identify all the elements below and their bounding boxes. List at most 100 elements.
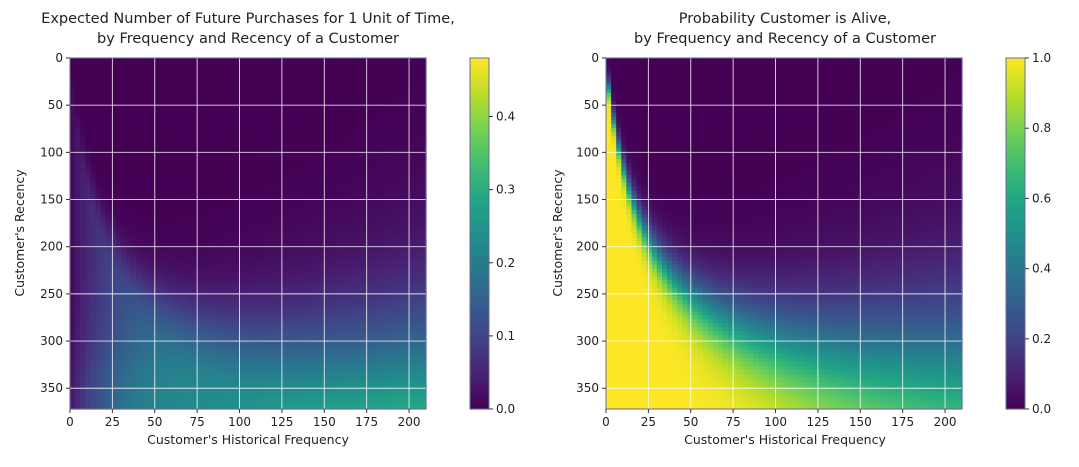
- heatmap-cell: [293, 284, 300, 289]
- heatmap-cell: [131, 217, 137, 223]
- heatmap-cell: [181, 136, 188, 141]
- heatmap-cell: [420, 280, 427, 285]
- heatmap-cell: [293, 65, 300, 71]
- heatmap-cell: [314, 77, 320, 82]
- heatmap-cell: [324, 249, 330, 254]
- heatmap-cell: [370, 178, 376, 184]
- heatmap-cell: [288, 311, 295, 316]
- heatmap-cell: [202, 159, 208, 164]
- heatmap-cell: [156, 77, 163, 82]
- heatmap-cell: [125, 260, 132, 266]
- heatmap-cell: [151, 167, 158, 172]
- heatmap-cell: [273, 276, 280, 281]
- heatmap-cell: [115, 178, 122, 184]
- heatmap-cell: [420, 167, 427, 172]
- heatmap-cell: [95, 194, 102, 199]
- heatmap-cell: [415, 190, 422, 196]
- heatmap-cell: [212, 89, 219, 94]
- heatmap-cell: [80, 93, 86, 98]
- heatmap-cell: [217, 331, 224, 336]
- heatmap-cell: [156, 155, 163, 160]
- heatmap-cell: [232, 253, 239, 258]
- heatmap-cell: [75, 256, 81, 262]
- heatmap-cell: [354, 245, 361, 250]
- heatmap-cell: [253, 323, 259, 328]
- heatmap-cell: [222, 245, 229, 250]
- heatmap-cell: [212, 128, 219, 133]
- heatmap-cell: [278, 65, 285, 71]
- heatmap-cell: [217, 159, 224, 164]
- heatmap-cell: [248, 284, 254, 289]
- heatmap-cell: [324, 163, 330, 168]
- heatmap-cell: [227, 327, 234, 332]
- heatmap-cell: [334, 116, 341, 121]
- heatmap-cell: [212, 311, 219, 316]
- heatmap-cell: [242, 73, 249, 79]
- heatmap-cell: [166, 104, 173, 110]
- heatmap-cell: [420, 85, 427, 90]
- heatmap-cell: [95, 69, 102, 75]
- heatmap-cell: [125, 272, 132, 277]
- heatmap-cell: [339, 85, 346, 90]
- heatmap-cell: [197, 299, 203, 305]
- heatmap-cell: [70, 233, 76, 238]
- heatmap-cell: [75, 221, 81, 227]
- heatmap-cell: [405, 163, 412, 168]
- heatmap-cell: [136, 323, 142, 328]
- heatmap-cell: [283, 268, 290, 274]
- heatmap-cell: [283, 65, 290, 71]
- heatmap-cell: [181, 280, 188, 285]
- heatmap-cell: [100, 280, 107, 285]
- heatmap-cell: [237, 159, 244, 164]
- heatmap-cell: [110, 120, 117, 125]
- heatmap-cell: [324, 65, 330, 71]
- heatmap-cell: [395, 73, 402, 79]
- heatmap-cell: [420, 112, 427, 118]
- heatmap-cell: [80, 163, 86, 168]
- heatmap-cell: [197, 147, 203, 153]
- heatmap-cell: [263, 249, 269, 254]
- heatmap-cell: [334, 206, 341, 211]
- heatmap-cell: [95, 206, 102, 211]
- heatmap-cell: [253, 245, 259, 250]
- heatmap-cell: [227, 186, 234, 192]
- heatmap-cell: [309, 214, 315, 219]
- heatmap-cell: [380, 163, 386, 168]
- heatmap-cell: [90, 225, 97, 231]
- heatmap-cell: [85, 120, 91, 125]
- heatmap-cell: [375, 280, 381, 285]
- heatmap-cell: [100, 167, 107, 172]
- heatmap-cell: [141, 155, 147, 160]
- heatmap-cell: [258, 81, 264, 86]
- heatmap-cell: [197, 151, 203, 157]
- heatmap-cell: [283, 128, 290, 133]
- heatmap-cell: [105, 210, 112, 215]
- heatmap-cell: [141, 315, 147, 320]
- heatmap-cell: [227, 221, 234, 227]
- heatmap-cell: [232, 116, 239, 121]
- heatmap-cell: [156, 280, 163, 285]
- heatmap-cell: [273, 136, 280, 141]
- heatmap-cell: [207, 206, 213, 211]
- heatmap-cell: [263, 147, 269, 153]
- heatmap-cell: [253, 69, 259, 75]
- heatmap-cell: [359, 198, 366, 203]
- heatmap-cell: [248, 245, 254, 250]
- heatmap-cell: [151, 104, 158, 110]
- heatmap-cell: [273, 198, 280, 203]
- heatmap-cell: [263, 139, 269, 145]
- heatmap-cell: [349, 299, 356, 305]
- heatmap-cell: [90, 284, 97, 289]
- heatmap-cell: [410, 229, 417, 235]
- heatmap-cell: [258, 93, 264, 98]
- heatmap-cell: [410, 194, 417, 199]
- heatmap-cell: [90, 120, 97, 125]
- heatmap-cell: [273, 171, 280, 176]
- heatmap-cell: [385, 116, 391, 121]
- heatmap-cell: [80, 128, 86, 133]
- heatmap-cell: [171, 151, 178, 157]
- heatmap-cell: [156, 132, 163, 137]
- heatmap-cell: [156, 233, 163, 238]
- heatmap-cell: [197, 163, 203, 168]
- heatmap-cell: [100, 323, 107, 328]
